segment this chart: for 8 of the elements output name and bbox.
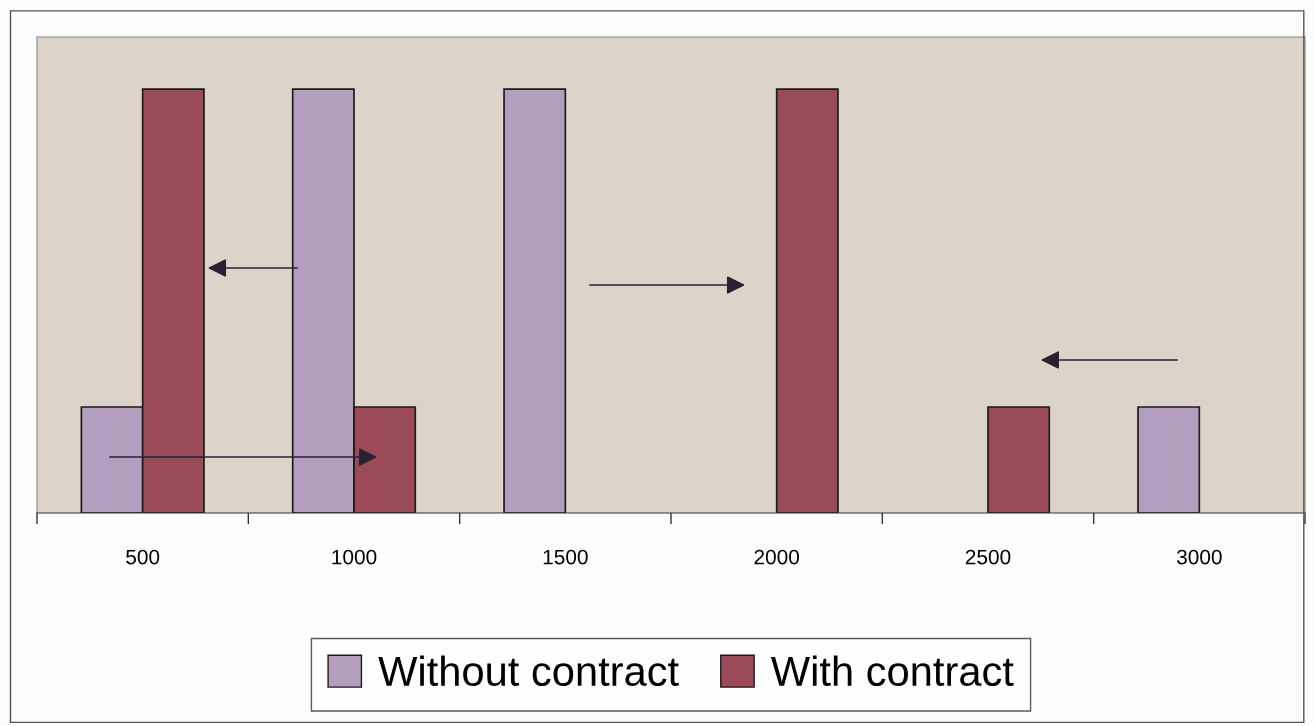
x-tick-label: 2500 [965,549,1011,565]
x-tick-label: 1000 [332,549,377,565]
legend-label: Without contract [378,655,679,687]
x-tick-label: 2000 [754,549,800,565]
legend-label: With contract [770,655,1014,687]
x-tick-label: 1500 [543,549,588,565]
x-tick-label: 3000 [1176,549,1222,565]
x-tick-label: 500 [126,549,160,565]
